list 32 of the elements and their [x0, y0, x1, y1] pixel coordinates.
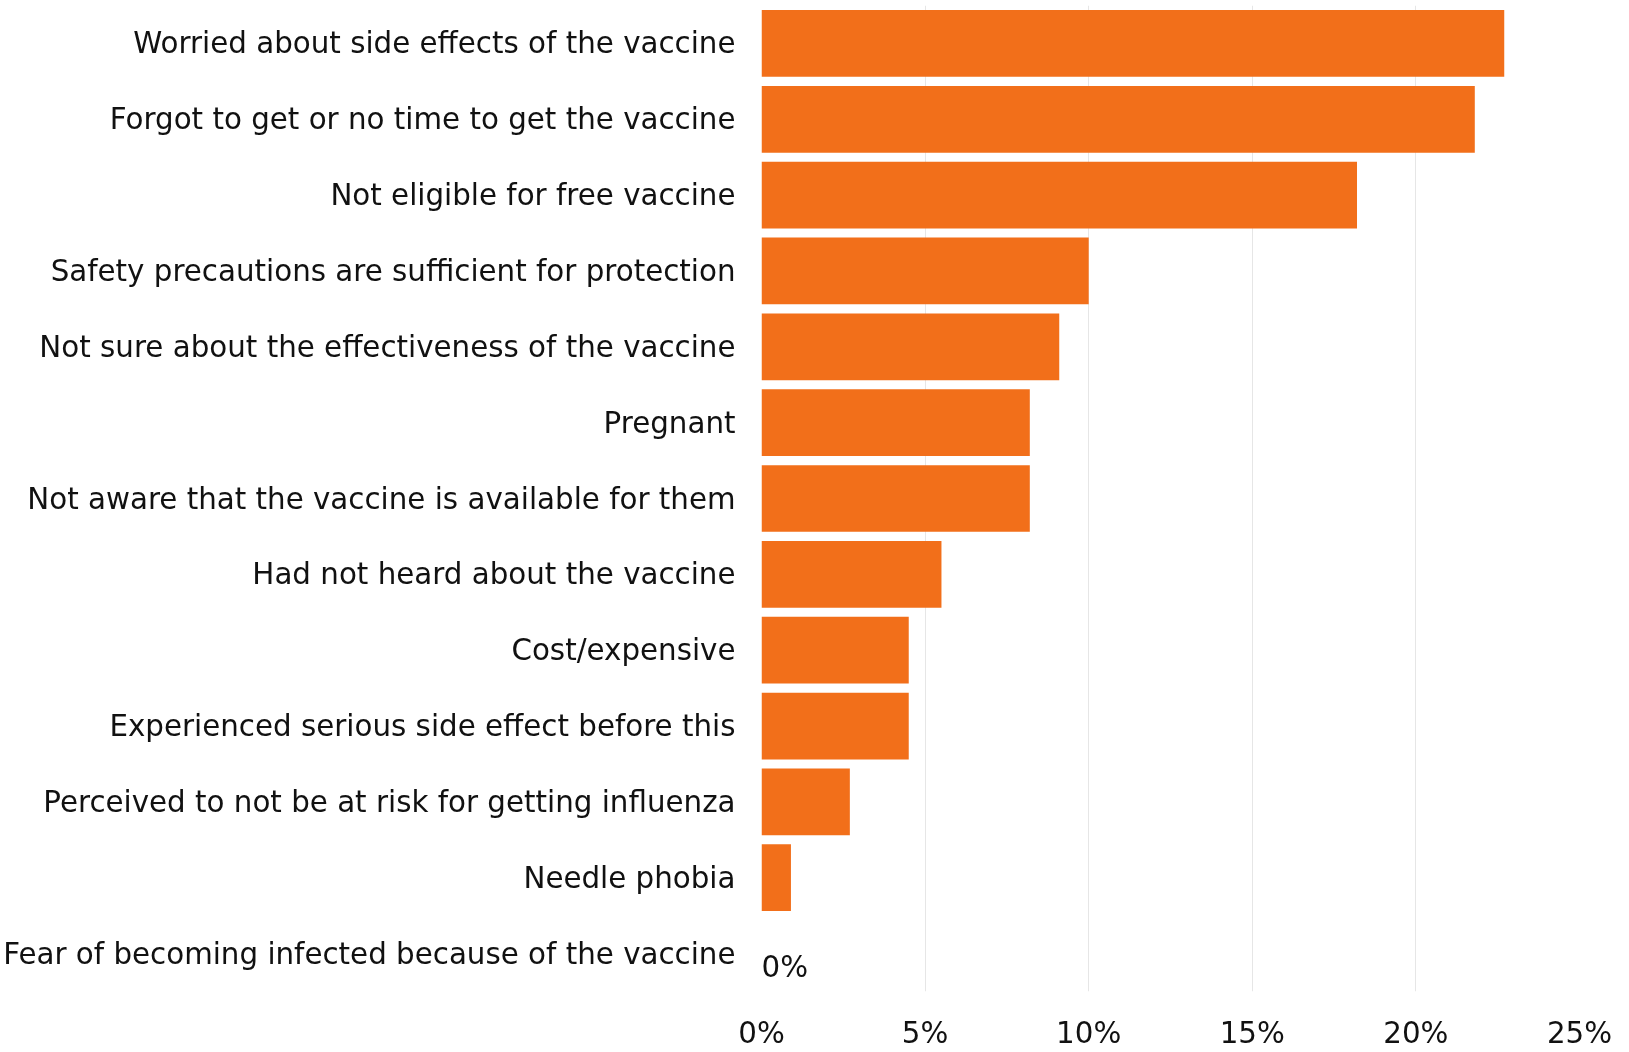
bar — [761, 161, 1357, 229]
x-tick-label: 20% — [1383, 1015, 1449, 1050]
x-tick-label: 10% — [1056, 1015, 1122, 1050]
bar — [761, 389, 1030, 457]
y-tick-label: Pregnant — [603, 405, 736, 440]
bar — [761, 10, 1505, 77]
bar — [761, 465, 1030, 532]
y-tick-label: Experienced serious side effect before this — [109, 709, 736, 744]
bar — [761, 844, 791, 912]
y-tick-label: Needle phobia — [523, 860, 736, 895]
y-tick-label: Not eligible for free vaccine — [330, 178, 736, 213]
bar — [761, 85, 1475, 153]
bar — [761, 768, 850, 836]
y-tick-label: Not sure about the effectiveness of the vaccine — [39, 329, 736, 364]
y-tick-label: Perceived to not be at risk for getting influenza — [43, 784, 736, 819]
x-tick-label: 25% — [1546, 1015, 1613, 1050]
annotation: 0% — [761, 949, 809, 984]
bar — [761, 616, 909, 684]
x-tick-label: 0% — [738, 1015, 785, 1050]
bar — [761, 237, 1089, 305]
x-tick-label: 15% — [1219, 1015, 1285, 1050]
bar — [761, 540, 942, 608]
y-tick-label: Cost/expensive — [511, 633, 736, 668]
y-tick-label: Forgot to get or no time to get the vaccine — [109, 102, 736, 137]
y-tick-label: Worried about side effects of the vaccine — [133, 26, 736, 61]
x-tick-label: 5% — [901, 1015, 949, 1050]
y-tick-label: Not aware that the vaccine is available for them — [27, 481, 736, 516]
bar — [761, 692, 909, 760]
y-tick-label: Fear of becoming infected because of the vaccine — [3, 936, 736, 971]
y-tick-label: Had not heard about the vaccine — [252, 557, 736, 592]
bar — [761, 313, 1060, 381]
y-tick-label: Safety precautions are sufficient for protection — [50, 253, 736, 288]
